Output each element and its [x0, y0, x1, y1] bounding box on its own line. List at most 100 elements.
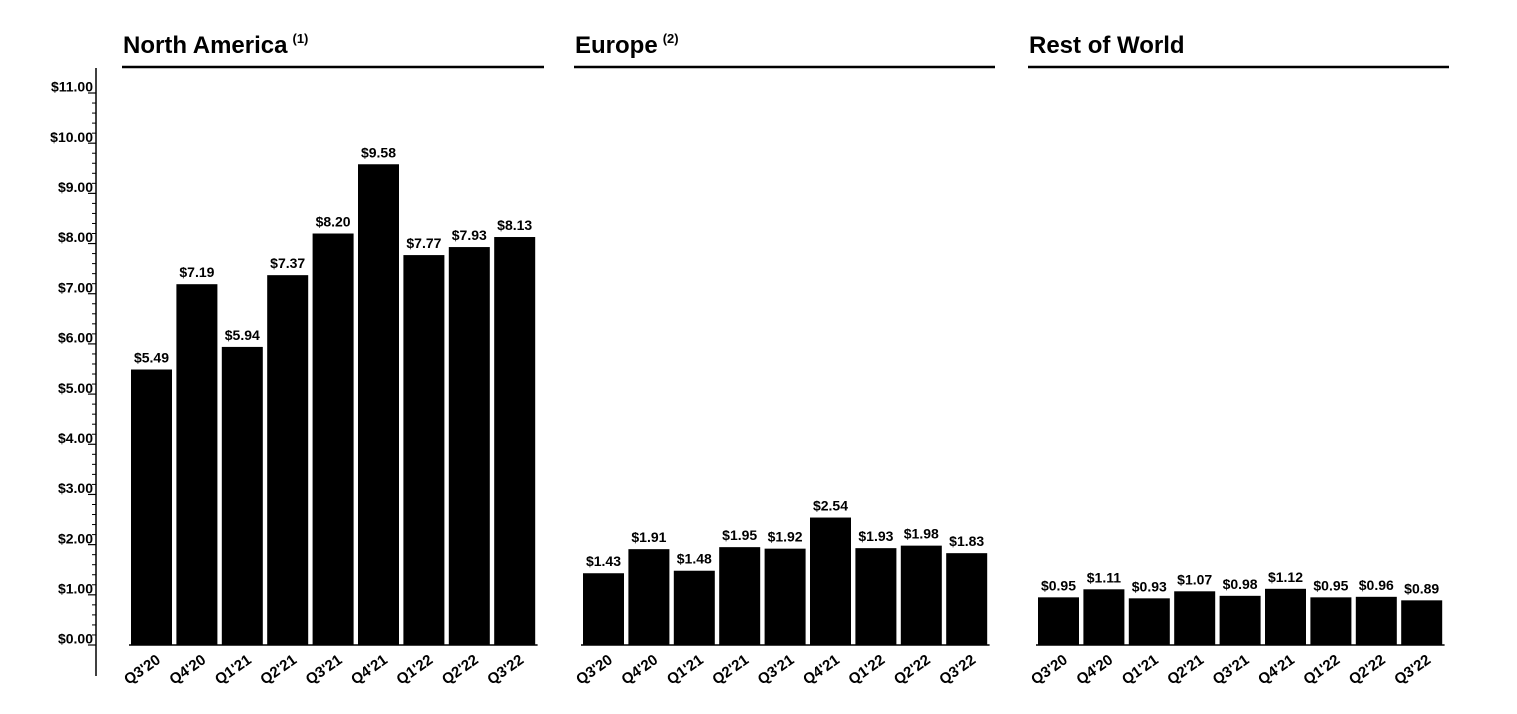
bar [267, 275, 309, 645]
x-tick-label: Q4'21 [1255, 651, 1298, 688]
value-label: $0.98 [1223, 576, 1258, 592]
value-label: $0.89 [1404, 580, 1439, 596]
value-label: $1.91 [631, 529, 666, 545]
value-label: $7.37 [270, 255, 305, 271]
value-label: $8.20 [316, 214, 351, 230]
value-label: $1.95 [722, 527, 757, 543]
value-label: $1.93 [858, 528, 893, 544]
x-tick-label: Q3'21 [1210, 651, 1253, 688]
y-tick-label: $4.00 [58, 430, 93, 446]
x-tick-label: Q3'22 [484, 651, 527, 688]
panel-title: Europe (2) [575, 31, 679, 59]
y-tick-label: $11.00 [51, 79, 93, 95]
value-label: $9.58 [361, 144, 396, 160]
bar [1083, 589, 1125, 645]
x-tick-label: Q1'21 [1119, 651, 1162, 688]
value-label: $1.92 [768, 529, 803, 545]
value-label: $1.83 [949, 533, 984, 549]
y-tick-label: $1.00 [58, 581, 93, 597]
panel-title-text: Europe [575, 32, 658, 59]
value-label: $0.93 [1132, 578, 1167, 594]
y-tick-label: $2.00 [58, 530, 93, 546]
x-tick-label: Q4'20 [1073, 651, 1116, 688]
y-tick-label: $7.00 [58, 279, 93, 295]
x-tick-label: Q4'21 [348, 651, 391, 688]
x-tick-label: Q3'20 [121, 651, 164, 688]
bar [946, 553, 988, 645]
x-tick-label: Q2'22 [439, 651, 482, 688]
footnote-marker: (1) [292, 31, 308, 46]
y-tick-label: $5.00 [58, 380, 93, 396]
x-tick-label: Q3'21 [303, 651, 346, 688]
value-label: $7.19 [179, 264, 214, 280]
x-tick-label: Q2'21 [709, 651, 752, 688]
x-tick-label: Q3'22 [936, 651, 979, 688]
x-tick-label: Q1'22 [393, 651, 436, 688]
bar [1355, 596, 1397, 645]
value-label: $0.95 [1041, 577, 1076, 593]
bar [131, 369, 172, 645]
y-tick-label: $10.00 [50, 129, 93, 145]
value-label: $1.43 [586, 553, 621, 569]
panel-title: North America (1) [123, 31, 308, 59]
y-tick-label: $3.00 [58, 480, 93, 496]
value-label: $7.93 [452, 227, 487, 243]
value-label: $0.96 [1359, 577, 1394, 593]
footnote-marker: (2) [663, 31, 679, 46]
bar [583, 573, 624, 645]
bar [1174, 591, 1216, 645]
x-tick-label: Q2'21 [257, 651, 300, 688]
bar [1310, 597, 1352, 645]
bar [900, 545, 942, 645]
bar [494, 237, 536, 645]
bar [312, 233, 354, 645]
value-label: $5.49 [134, 350, 169, 366]
bar [673, 570, 715, 645]
value-label: $1.98 [904, 526, 939, 542]
y-tick-label: $6.00 [58, 330, 93, 346]
y-tick-label: $8.00 [58, 229, 93, 245]
bar [358, 164, 399, 645]
value-label: $1.11 [1087, 569, 1121, 585]
x-tick-label: Q3'21 [755, 651, 798, 688]
value-label: $1.12 [1268, 569, 1303, 585]
value-label: $1.07 [1177, 571, 1212, 587]
x-tick-label: Q1'22 [1300, 651, 1343, 688]
bar [221, 346, 263, 645]
x-tick-label: Q4'20 [166, 651, 209, 688]
bar [403, 255, 445, 645]
bar [855, 548, 897, 645]
value-label: $2.54 [813, 498, 848, 514]
x-tick-label: Q2'22 [1346, 651, 1389, 688]
panel-title-text: North America [123, 32, 288, 59]
value-label: $8.13 [497, 217, 532, 233]
value-label: $7.77 [406, 235, 441, 251]
x-tick-label: Q4'20 [618, 651, 661, 688]
x-tick-label: Q1'21 [212, 651, 255, 688]
bar [1265, 588, 1306, 645]
y-tick-label: $9.00 [58, 179, 93, 195]
bar [176, 284, 218, 645]
value-label: $5.94 [225, 327, 260, 343]
x-tick-label: Q3'22 [1391, 651, 1434, 688]
y-tick-label: $0.00 [58, 631, 93, 647]
bar [1219, 595, 1261, 645]
x-tick-label: Q1'21 [664, 651, 707, 688]
panel-title-text: Rest of World [1029, 32, 1185, 59]
x-tick-label: Q3'20 [573, 651, 616, 688]
panel-title: Rest of World [1029, 32, 1185, 59]
x-tick-label: Q3'20 [1028, 651, 1071, 688]
bar [628, 549, 670, 645]
x-tick-label: Q4'21 [800, 651, 843, 688]
bar [1128, 598, 1170, 645]
bar [448, 247, 490, 646]
bar [1038, 597, 1079, 645]
value-label: $0.95 [1313, 577, 1348, 593]
bar [764, 548, 806, 645]
x-tick-label: Q1'22 [845, 651, 888, 688]
bar [810, 517, 851, 645]
x-tick-label: Q2'21 [1164, 651, 1207, 688]
bar [719, 547, 761, 645]
x-tick-label: Q2'22 [891, 651, 934, 688]
